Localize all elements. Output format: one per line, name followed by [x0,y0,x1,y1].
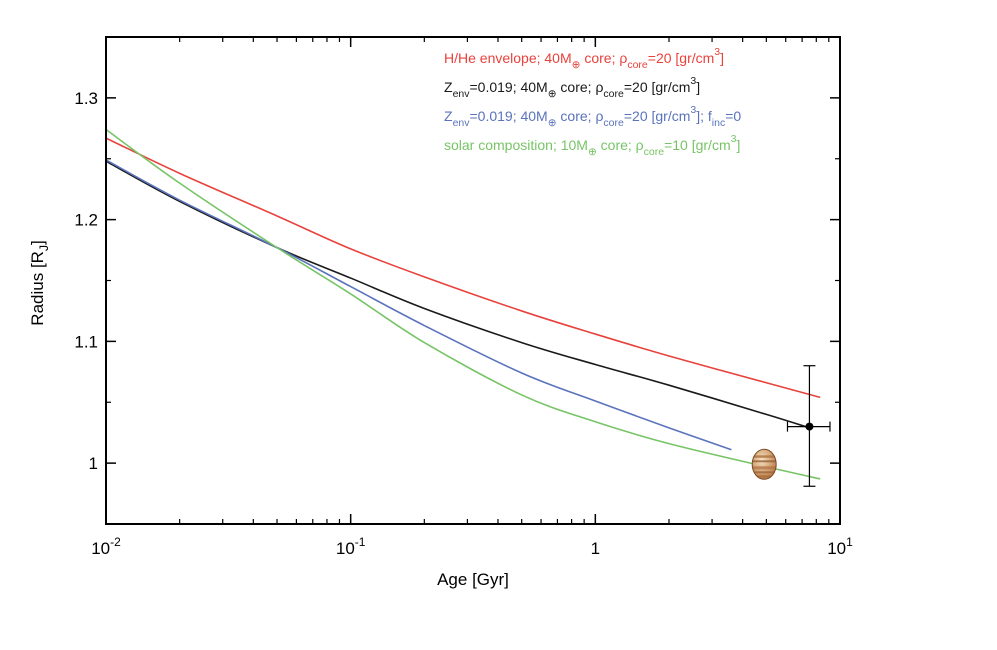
series-line-3 [106,159,732,451]
legend-entry-1: H/He envelope; 40M⊕ core; ρcore=20 [gr/c… [444,46,724,71]
jupiter-band [752,466,777,470]
legend-entry-4: solar composition; 10M⊕ core; ρcore=10 [… [444,133,740,158]
series-line-2 [106,160,810,429]
y-axis-title-sub: J [37,245,51,251]
legend-entry-3: Zenv=0.019; 40M⊕ core; ρcore=20 [gr/cm3]… [444,104,741,129]
y-axis-title-main: Radius [R [28,251,47,326]
y-tick-label-3: 1.2 [74,211,98,230]
series-line-4 [106,128,821,480]
jupiter-outline [751,448,777,480]
x-tick-label-3: 1 [591,539,600,558]
y-axis-title: Radius [RJ] [28,240,51,325]
y-tick-label-2: 1.1 [74,332,98,351]
series-line-1 [106,137,821,399]
y-tick-label-4: 1.3 [74,89,98,108]
series-layer [106,128,821,480]
y-axis-title-end: ] [28,240,47,245]
jupiter-band [752,460,777,463]
x-tick-label-4: 101 [827,535,853,558]
jupiter-icon [751,448,777,480]
observed-data-point [786,365,831,487]
x-axis-title: Age [Gyr] [437,570,509,589]
jupiter-band [752,471,777,474]
x-tick-label-1: 10-2 [91,535,121,558]
jupiter-bands [752,455,777,478]
tick-layer: 10-2 10-1 1 101 1 1.1 1.2 1.3 [74,36,853,558]
x-tick-label-2: 10-1 [336,535,366,558]
legend: H/He envelope; 40M⊕ core; ρcore=20 [gr/c… [444,46,741,158]
jupiter-band [752,475,777,478]
legend-entry-2: Zenv=0.019; 40M⊕ core; ρcore=20 [gr/cm3] [444,75,700,100]
jupiter-band [752,455,777,458]
marker-layer [751,365,831,487]
data-point-dot [805,422,814,431]
y-tick-label-1: 1 [89,454,98,473]
